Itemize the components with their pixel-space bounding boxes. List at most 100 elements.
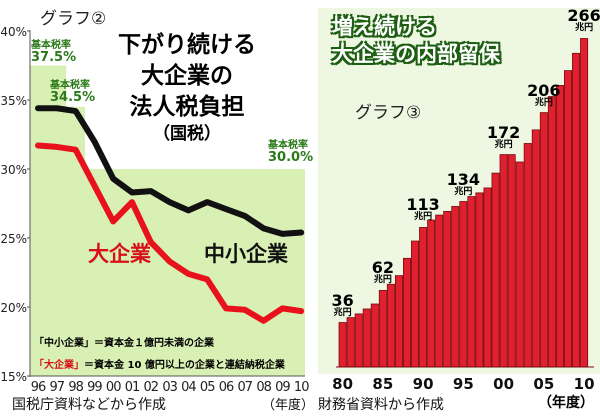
left-source: 国税庁資料などから作成 bbox=[12, 397, 166, 413]
y-tick-label: 25% bbox=[0, 232, 27, 246]
bar bbox=[370, 303, 379, 368]
x-tick-label: 04 bbox=[181, 380, 196, 395]
graph3-label: グラフ③ bbox=[355, 103, 422, 123]
note-sme: 「中小企業」＝資本金１億円未満の企業 bbox=[34, 334, 214, 349]
title-line: 増え続ける bbox=[332, 15, 437, 39]
bar bbox=[539, 112, 548, 368]
x-tick-label: 02 bbox=[144, 380, 159, 395]
left-chart-title: 下がり続ける 大企業の 法人税負担 （国税） bbox=[118, 30, 256, 145]
title-line: （国税） bbox=[153, 124, 221, 144]
bar bbox=[386, 283, 395, 368]
x-tick-label: 09 bbox=[275, 380, 290, 395]
bar-data-label: 134 兆円 bbox=[446, 169, 481, 197]
bar bbox=[531, 129, 540, 368]
x-tick-label: 00 bbox=[106, 380, 121, 395]
bar bbox=[419, 227, 428, 368]
note-def: ＝資本金１億円未満の企業 bbox=[94, 338, 214, 349]
bar bbox=[580, 38, 589, 368]
bar bbox=[394, 275, 403, 368]
title-line: 下がり続ける bbox=[118, 32, 256, 58]
x-tick-label: 85 bbox=[372, 375, 393, 393]
bar bbox=[354, 313, 363, 368]
x-tick-label: 05 bbox=[533, 375, 554, 393]
bar bbox=[362, 308, 371, 368]
bar bbox=[378, 290, 387, 368]
title-line: 大企業の bbox=[141, 63, 233, 89]
rate-value: 30.0% bbox=[268, 150, 314, 165]
x-tick-label: 08 bbox=[256, 380, 271, 395]
bar bbox=[402, 257, 411, 368]
unit-label: 兆円 bbox=[494, 139, 513, 150]
rate-value: 34.5% bbox=[50, 90, 96, 105]
bar bbox=[467, 196, 476, 368]
right-unit: （年度） bbox=[538, 395, 594, 411]
bar-data-label: 113 兆円 bbox=[406, 195, 440, 223]
bar bbox=[338, 322, 347, 368]
y-tick-label: 15% bbox=[0, 370, 27, 384]
x-tick-label: 07 bbox=[238, 380, 253, 395]
bar bbox=[555, 85, 564, 368]
unit-label: 兆円 bbox=[534, 97, 553, 108]
x-tick-label: 03 bbox=[162, 380, 177, 395]
bar bbox=[427, 219, 436, 368]
y-tick-label: 35% bbox=[0, 94, 27, 108]
left-unit: （年度） bbox=[262, 398, 315, 413]
bar-data-label: 266 兆円 bbox=[566, 8, 600, 34]
x-tick-label: 97 bbox=[50, 380, 65, 395]
y-tick-label: 30% bbox=[0, 163, 27, 177]
rate-label: 基本税率 bbox=[50, 80, 90, 91]
x-tick-label: 98 bbox=[68, 380, 83, 395]
right-chart-title: 増え続ける 大企業の内部留保 bbox=[332, 14, 500, 68]
bar-data-label: 62 兆円 bbox=[365, 260, 401, 286]
bar bbox=[499, 154, 508, 368]
rate-label: 基本税率 bbox=[31, 40, 71, 51]
bar bbox=[346, 317, 355, 368]
note-large: 「大企業」＝資本金 10 億円以上の企業と連結納税企業 bbox=[34, 356, 285, 371]
rate-label: 基本税率 bbox=[268, 140, 308, 151]
x-tick-label: 80 bbox=[332, 375, 353, 393]
unit-label: 兆円 bbox=[575, 23, 594, 34]
right-source: 財務省資料から作成 bbox=[318, 397, 444, 413]
unit-label: 兆円 bbox=[414, 212, 433, 223]
x-tick-label: 00 bbox=[493, 375, 514, 393]
note-term: 「中小企業」 bbox=[34, 338, 94, 349]
bar bbox=[411, 240, 420, 368]
x-tick-label: 06 bbox=[219, 380, 234, 395]
title-line: 法人税負担 bbox=[129, 94, 245, 120]
x-tick-label: 10 bbox=[294, 380, 309, 395]
bar bbox=[515, 161, 524, 368]
bar bbox=[443, 210, 452, 368]
x-tick-label: 99 bbox=[87, 380, 102, 395]
bar bbox=[572, 52, 581, 368]
bar-data-label: 36 兆円 bbox=[325, 292, 361, 318]
bar bbox=[564, 70, 573, 368]
base-rate-annotation: 基本税率 30.0% bbox=[268, 140, 313, 164]
bar bbox=[491, 172, 500, 368]
x-tick-label: 95 bbox=[453, 375, 474, 393]
base-rate-area bbox=[30, 65, 305, 376]
unit-label: 兆円 bbox=[373, 275, 392, 286]
bar bbox=[435, 214, 444, 368]
bar bbox=[507, 154, 516, 368]
x-tick-label: 01 bbox=[125, 380, 140, 395]
x-tick-label: 05 bbox=[200, 380, 215, 395]
bar bbox=[547, 96, 556, 368]
unit-label: 兆円 bbox=[454, 186, 473, 197]
bar-data-label: 206 兆円 bbox=[527, 80, 561, 108]
note-def: ＝資本金 10 億円以上の企業と連結納税企業 bbox=[84, 360, 285, 371]
x-tick-label: 90 bbox=[413, 375, 434, 393]
bar bbox=[459, 201, 468, 368]
bar bbox=[523, 143, 532, 368]
bar bbox=[451, 206, 460, 368]
series-label-large: 大企業 bbox=[88, 242, 151, 266]
base-rate-annotation: 基本税率 37.5% bbox=[31, 40, 76, 64]
graph2-label: グラフ② bbox=[40, 9, 107, 29]
bar-data-label: 172 兆円 bbox=[486, 122, 521, 150]
x-tick-label: 96 bbox=[31, 380, 46, 395]
rate-value: 37.5% bbox=[31, 50, 77, 65]
title-line: 大企業の内部留保 bbox=[332, 42, 500, 66]
x-tick-label: 10 bbox=[574, 375, 595, 393]
bar bbox=[475, 192, 484, 368]
y-tick-label: 20% bbox=[0, 301, 27, 315]
